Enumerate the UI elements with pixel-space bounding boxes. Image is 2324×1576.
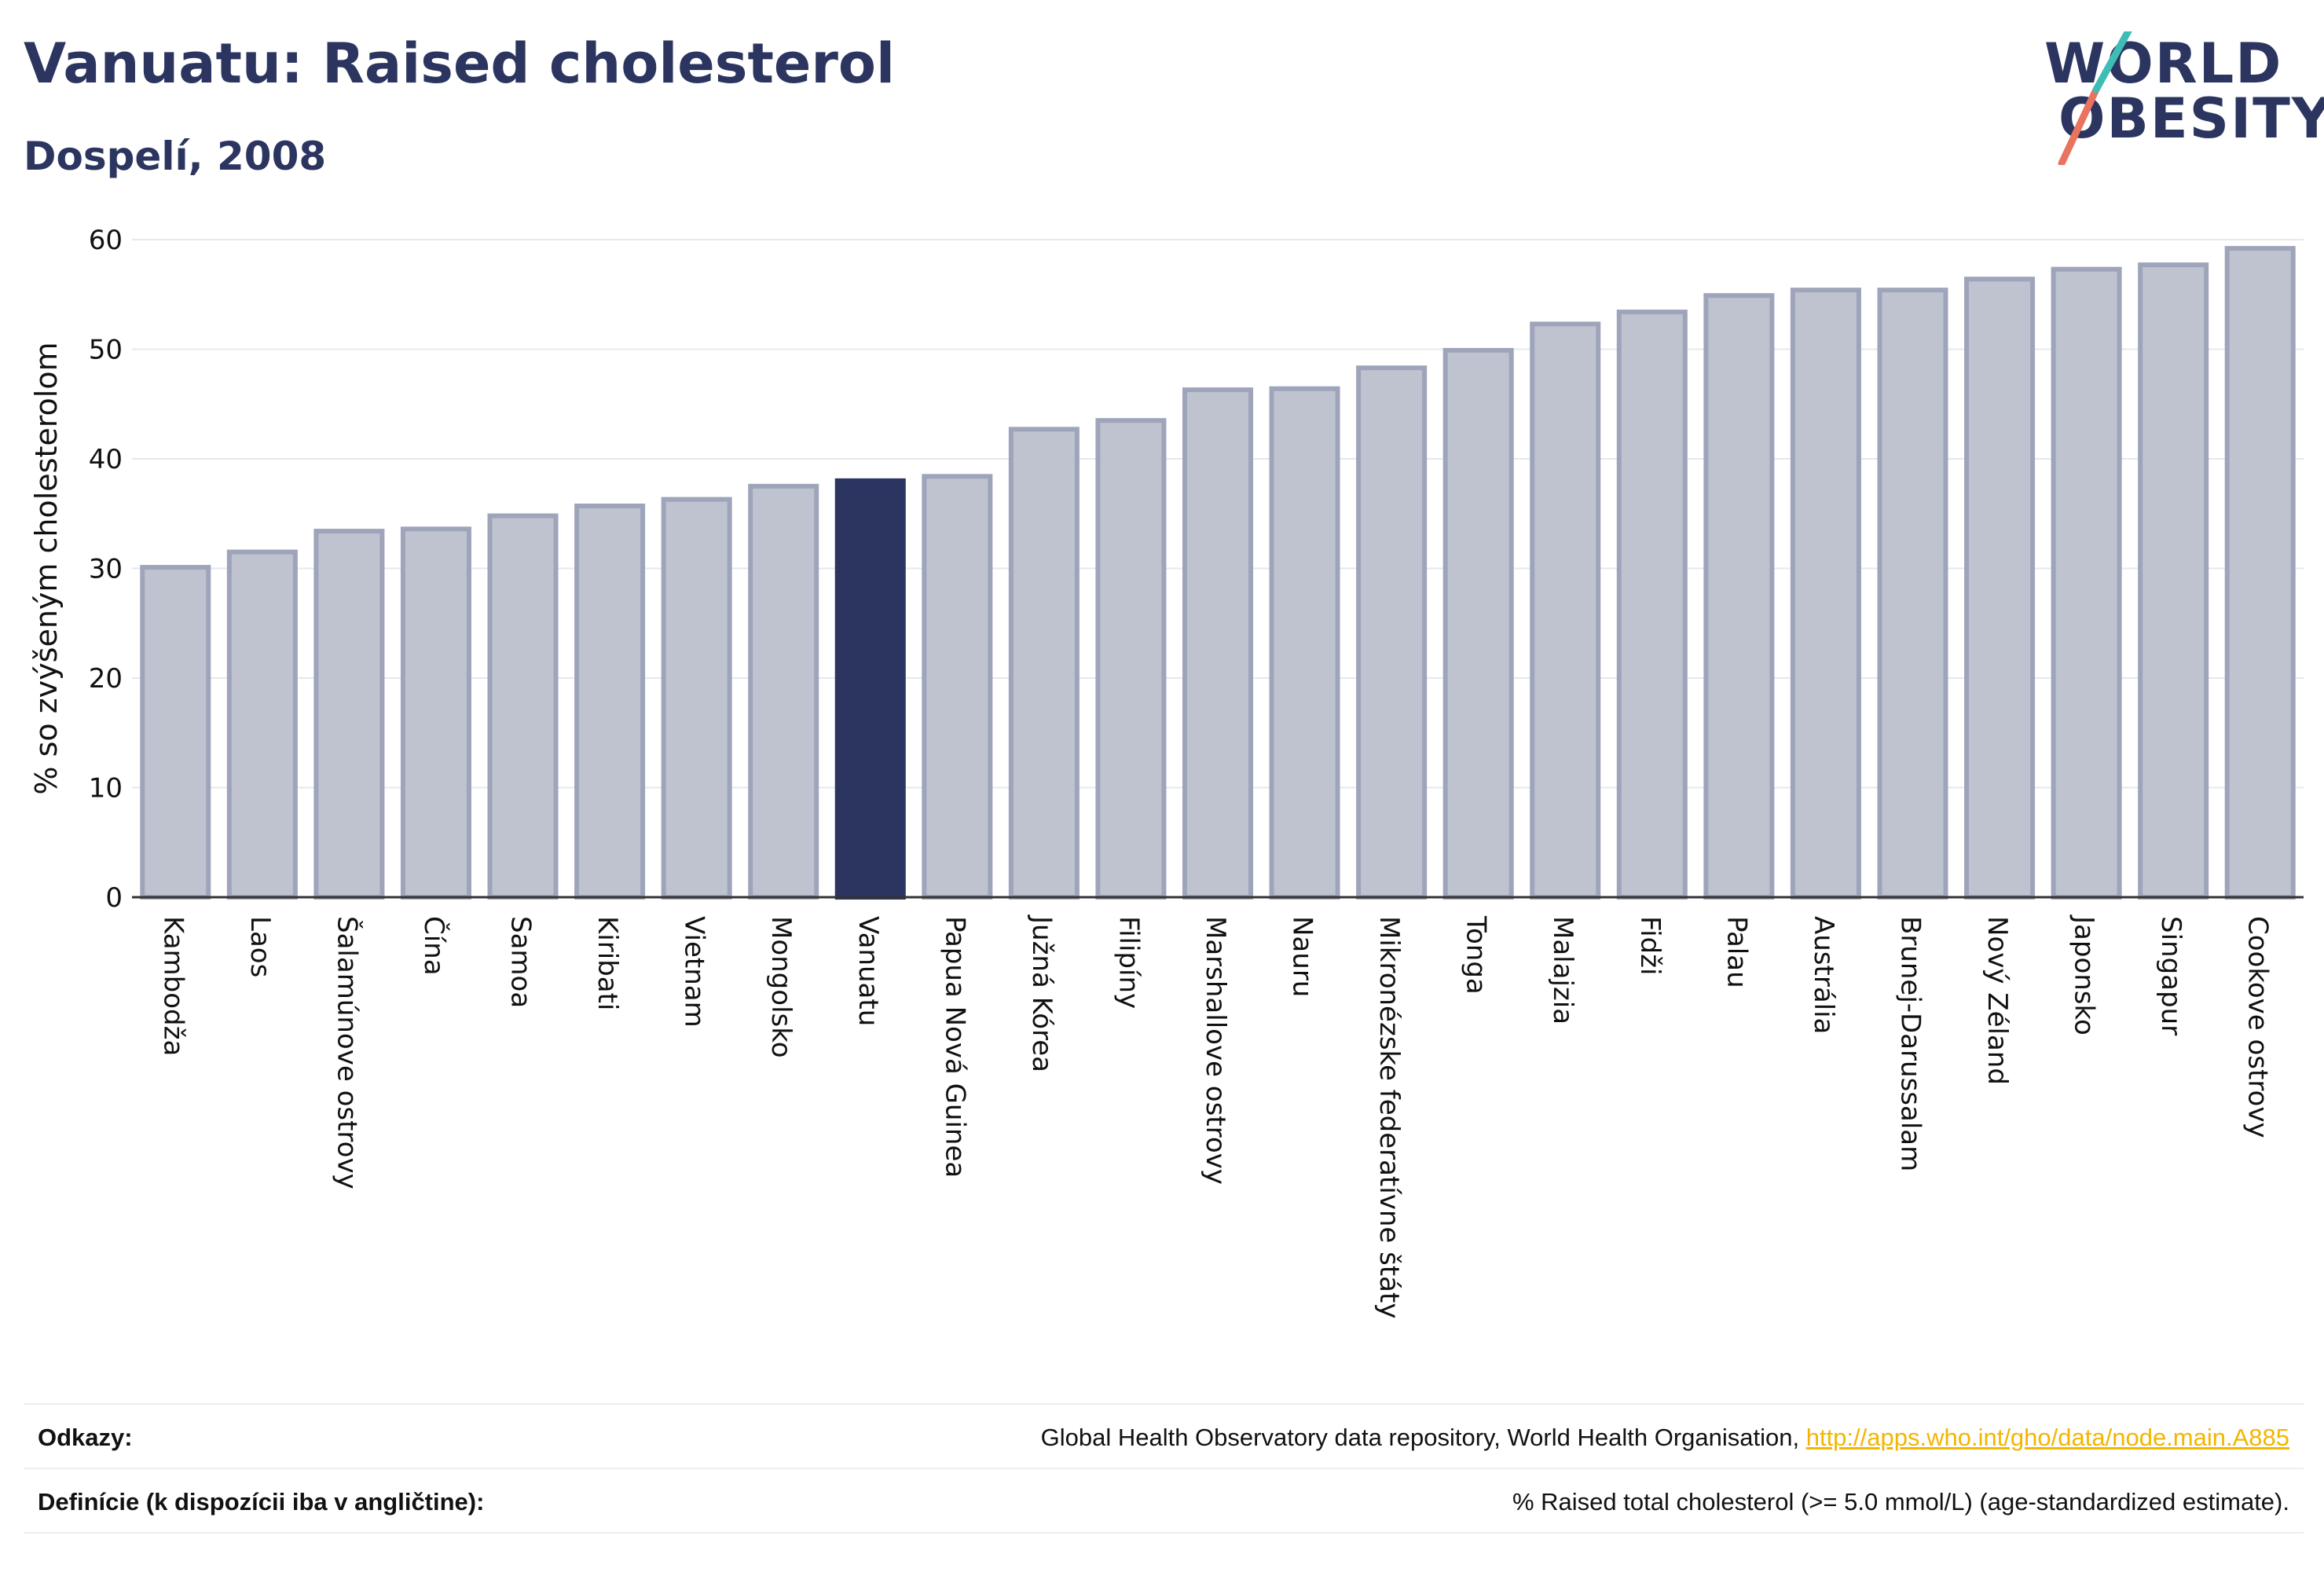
chart-subtitle: Dospelí, 2008 <box>24 134 327 179</box>
sources-link[interactable]: http://apps.who.int/gho/data/node.main.A… <box>1805 1424 2289 1451</box>
x-tick-label: Fidži <box>1634 916 1666 975</box>
sources-text: Global Health Observatory data repositor… <box>1040 1424 1800 1451</box>
x-tick-label: Samoa <box>505 916 537 1008</box>
y-tick-label: 50 <box>89 335 123 366</box>
y-tick-label: 60 <box>89 225 123 256</box>
x-tick-label: Nový Zéland <box>1981 916 2013 1085</box>
bar <box>1008 427 1080 900</box>
y-tick-label: 40 <box>89 444 123 475</box>
footer-bottom-rule <box>24 1532 2304 1534</box>
sources-value: Global Health Observatory data repositor… <box>1041 1424 2289 1452</box>
x-tick-label: Tonga <box>1461 915 1492 995</box>
x-tick-label: Filipíny <box>1113 916 1144 1009</box>
logo-word-world: WORLD <box>2044 31 2283 96</box>
x-tick-label: Vanuatu <box>852 916 884 1026</box>
x-tick-label: Laos <box>244 916 276 977</box>
x-tick-label: Kambodža <box>157 916 189 1056</box>
logo-word-obesity: OBESITY <box>2058 86 2324 151</box>
bar <box>1442 347 1514 900</box>
logo-slash-icon <box>2058 31 2132 165</box>
x-tick-label: Mongolsko <box>765 916 797 1058</box>
x-tick-label: Cookove ostrovy <box>2242 916 2274 1138</box>
bar <box>400 526 471 900</box>
x-tick-label: Singapur <box>2155 916 2187 1035</box>
x-tick-label: Japonsko <box>2069 914 2100 1035</box>
x-tick-label: Kiribati <box>592 916 623 1010</box>
bar <box>1095 418 1167 900</box>
bar <box>1703 293 1775 900</box>
bar <box>226 549 298 900</box>
x-tick-label: Brunej-Darussalam <box>1894 916 1926 1171</box>
bar <box>748 483 819 900</box>
definitions-text: % Raised total cholesterol (>= 5.0 mmol/… <box>1512 1488 2289 1516</box>
x-tick-label: Malajzia <box>1547 916 1578 1024</box>
bar <box>1964 277 2036 900</box>
bar <box>2138 262 2209 900</box>
y-axis-label: % so zvýšeným cholesterolom <box>29 342 64 794</box>
x-tick-label: Južná Kórea <box>1026 914 1058 1072</box>
definitions-row: Definície (k dispozícii iba v angličtine… <box>24 1468 2304 1532</box>
bar <box>1530 321 1601 900</box>
y-tick-label: 0 <box>105 882 123 914</box>
bar <box>140 565 211 900</box>
bar <box>1182 387 1254 900</box>
bar <box>313 529 385 900</box>
sources-row: Odkazy: Global Health Observatory data r… <box>24 1403 2304 1468</box>
x-tick-label: Nauru <box>1287 916 1318 997</box>
bar <box>1616 310 1688 900</box>
bar <box>1356 365 1428 900</box>
world-obesity-logo[interactable]: WORLD OBESITY <box>2044 31 2324 165</box>
chart-title: Vanuatu: Raised cholesterol <box>24 31 895 96</box>
bar <box>661 497 732 900</box>
x-tick-label: Austrália <box>1808 916 1839 1034</box>
bar <box>922 474 993 900</box>
y-tick-label: 10 <box>89 773 123 804</box>
x-tick-label: Čína <box>418 916 450 976</box>
bar-chart: 0 10 20 30 40 50 60 % so zvýšeným cholesterolom… <box>29 225 2304 1318</box>
definitions-label: Definície (k dispozícii iba v angličtine… <box>38 1488 485 1516</box>
y-tick-label: 30 <box>89 554 123 585</box>
x-tick-label: Mikronézske federatívne štáty <box>1373 916 1405 1318</box>
bar <box>834 478 906 900</box>
x-tick-label: Vietnam <box>679 916 710 1028</box>
x-tick-label: Marshallove ostrovy <box>1200 916 1231 1185</box>
bar <box>2051 266 2122 900</box>
bar <box>1790 288 1861 900</box>
bar <box>487 513 559 900</box>
bar <box>2224 246 2296 900</box>
x-tick-label: Papua Nová Guinea <box>939 916 970 1178</box>
y-tick-label: 20 <box>89 663 123 695</box>
bar <box>1269 386 1340 900</box>
x-tick-label: Šalamúnove ostrovy <box>331 916 363 1189</box>
x-tick-label: Palau <box>1721 916 1752 988</box>
bar <box>574 503 646 900</box>
sources-label: Odkazy: <box>38 1424 133 1451</box>
bar <box>1877 288 1948 900</box>
